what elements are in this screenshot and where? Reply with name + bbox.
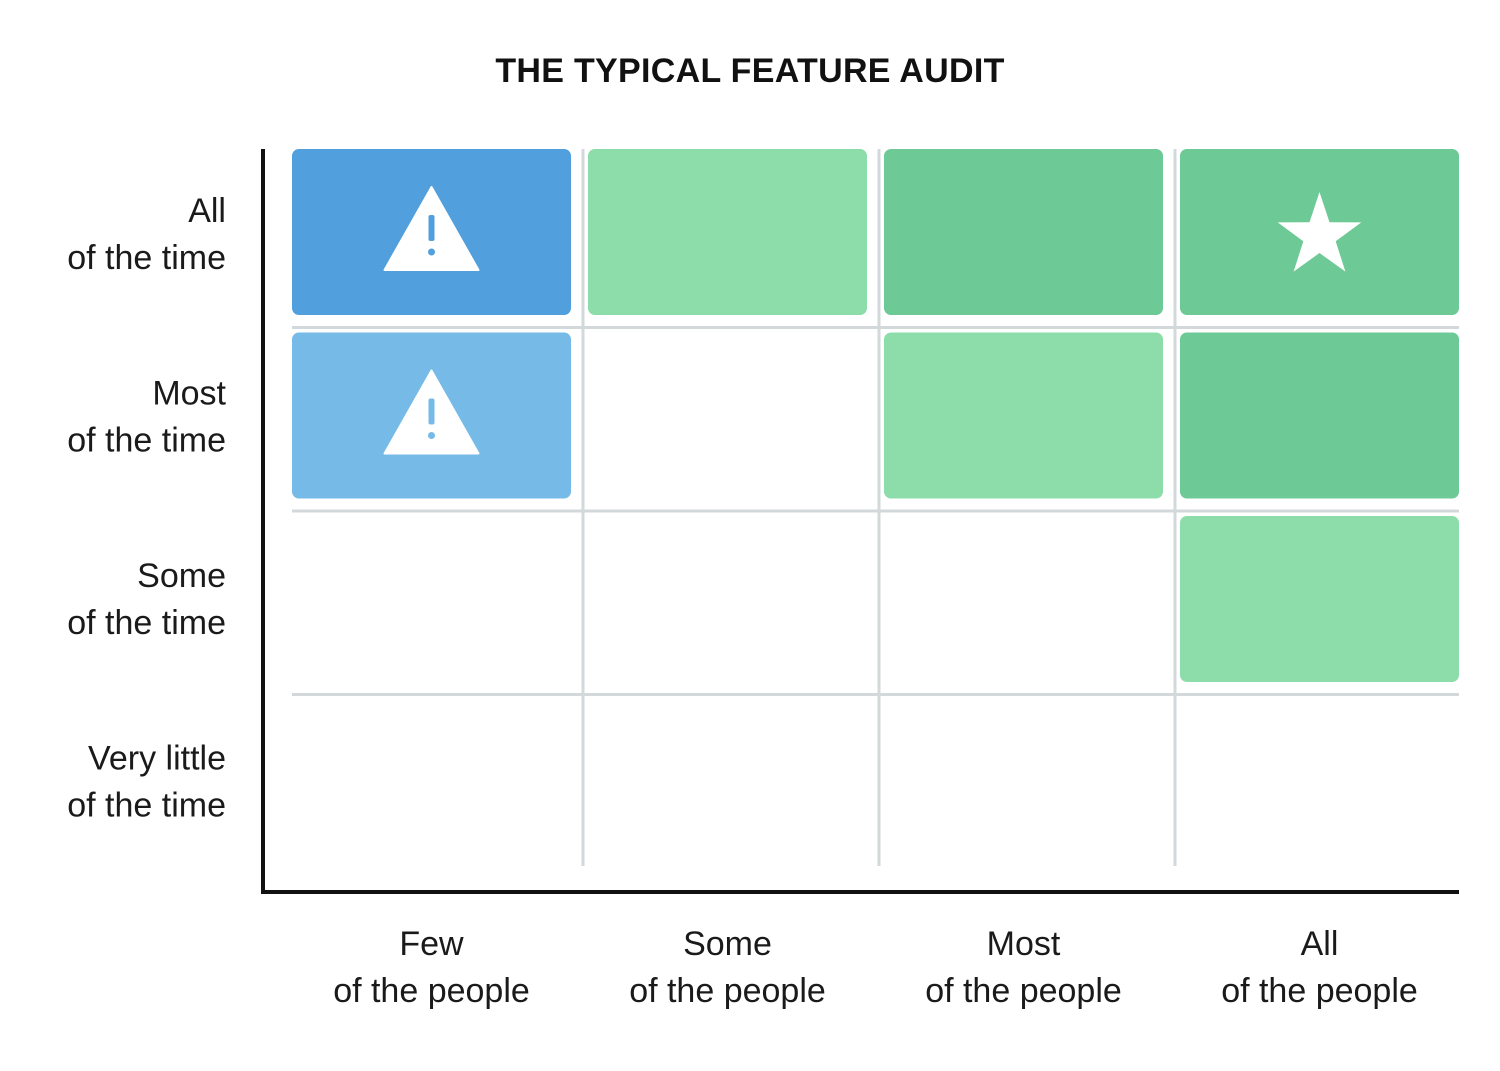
y-tick-label: Very little <box>88 740 226 778</box>
warning-icon <box>383 186 480 271</box>
cell-tile <box>1180 516 1459 682</box>
x-tick-label: of the people <box>1221 972 1418 1010</box>
star-icon <box>1277 192 1362 272</box>
chart-title: THE TYPICAL FEATURE AUDIT <box>495 52 1005 90</box>
x-tick-label: All <box>1301 925 1339 963</box>
cell-tile <box>588 149 867 315</box>
y-tick-label: of the time <box>67 787 226 825</box>
y-tick-label: All <box>188 192 226 230</box>
y-tick-label: of the time <box>67 239 226 277</box>
y-tick-label: Some <box>137 557 226 595</box>
x-tick-label: of the people <box>925 972 1122 1010</box>
warning-icon <box>383 369 480 455</box>
x-tick-label: Most <box>987 925 1061 963</box>
x-tick-label: of the people <box>629 972 826 1010</box>
y-tick-label: of the time <box>67 604 226 642</box>
x-tick-label: Few <box>399 925 464 963</box>
y-tick-label: of the time <box>67 422 226 460</box>
x-tick-label: Some <box>683 925 772 963</box>
y-tick-label: Most <box>152 375 226 413</box>
x-tick-label: of the people <box>333 972 530 1010</box>
cell-tile <box>884 149 1163 315</box>
cell-tile <box>884 332 1163 499</box>
cell-tile <box>1180 332 1459 499</box>
